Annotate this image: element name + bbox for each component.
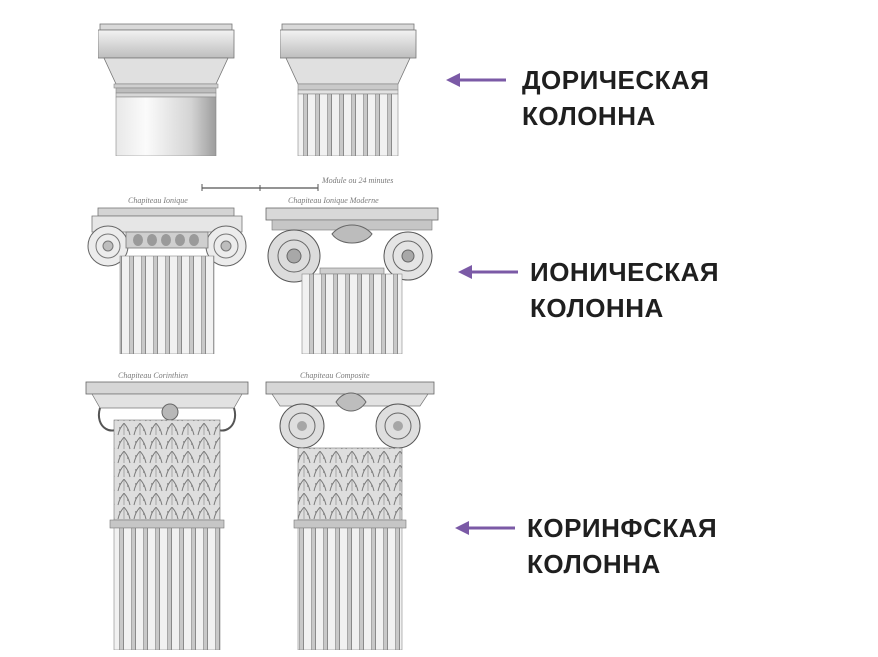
composite-capital: [265, 381, 435, 650]
label-corinthian: КОРИНФСКАЯ КОЛОННА: [527, 510, 717, 582]
label-corinthian-line1: КОРИНФСКАЯ: [527, 513, 718, 543]
scale-caption: Module ou 24 minutes: [322, 176, 394, 185]
label-ionic: ИОНИЧЕСКАЯ КОЛОННА: [530, 254, 719, 326]
label-doric: ДОРИЧЕСКАЯ КОЛОННА: [522, 62, 710, 134]
arrow-left-icon: [455, 521, 515, 535]
corinthian-left-caption: Chapiteau Corinthien: [118, 371, 188, 380]
ionic-left-caption: Chapiteau Ionique: [128, 196, 188, 205]
scale-bar: [201, 184, 319, 191]
corinthian-right-caption: Chapiteau Composite: [300, 371, 370, 380]
doric-capital-fluted: [280, 23, 417, 156]
label-ionic-line1: ИОНИЧЕСКАЯ: [530, 257, 720, 287]
ionic-capital-classic: [87, 207, 247, 354]
ionic-capital-modern: [265, 207, 439, 354]
label-corinthian-line2: КОЛОННА: [527, 549, 661, 579]
label-ionic-line2: КОЛОННА: [530, 293, 664, 323]
corinthian-capital: [85, 381, 249, 650]
doric-capital-plain: [98, 23, 235, 156]
arrow-left-icon: [446, 73, 506, 87]
label-doric-line1: ДОРИЧЕСКАЯ: [522, 65, 710, 95]
arrow-left-icon: [458, 265, 518, 279]
ionic-right-caption: Chapiteau Ionique Moderne: [288, 196, 379, 205]
label-doric-line2: КОЛОННА: [522, 101, 656, 131]
